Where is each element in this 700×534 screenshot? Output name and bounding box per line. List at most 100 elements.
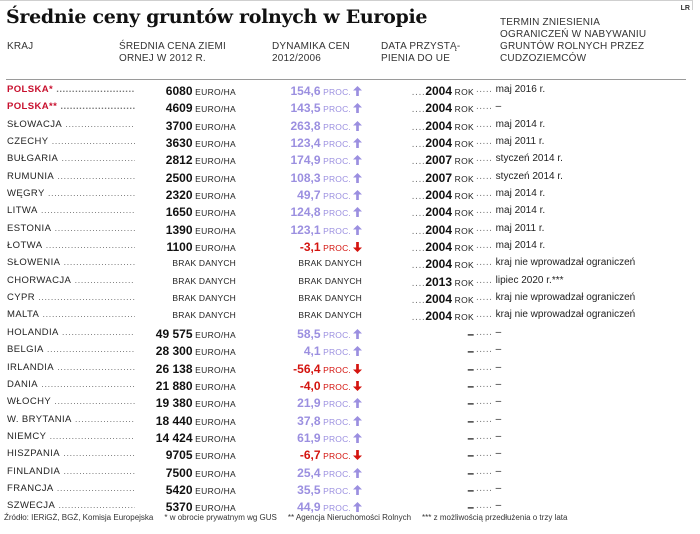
table-row: W. BRYTANIA ............................… <box>0 413 700 430</box>
term-value: maj 2014 r. <box>495 205 546 217</box>
accession-year: 2004 <box>425 222 453 237</box>
table-row: CHORWACJA ..............................… <box>0 274 700 291</box>
dynamics-no-data: BRAK DANYCH <box>298 275 362 286</box>
dynamics-unit: PROC. <box>320 329 351 340</box>
price-value: 1650 <box>165 205 193 220</box>
header-divider <box>6 79 686 80</box>
term-cell: ..... – <box>476 414 690 425</box>
country-cell: FRANCJA ................................… <box>7 483 135 494</box>
price-cell: 2812 EURO/HA <box>118 153 236 167</box>
country-name: RUMUNIA <box>7 170 55 182</box>
price-value: 4609 <box>165 101 193 116</box>
term-cell: ..... maj 2014 r. <box>476 188 690 199</box>
term-cell: ..... kraj nie wprowadzał ograniczeń <box>476 257 690 268</box>
leader-dots: .... <box>411 172 426 185</box>
price-value: 3630 <box>165 136 193 151</box>
arrow-down-icon <box>353 450 362 461</box>
accession-cell: ....2004 ROK <box>370 119 474 133</box>
price-cell: 14 424 EURO/HA <box>118 431 236 445</box>
leader-dots: ..... <box>476 274 496 286</box>
price-cell: 9705 EURO/HA <box>118 448 236 462</box>
term-value: maj 2014 r. <box>495 240 546 252</box>
accession-cell: – <box>370 466 474 480</box>
leader-dots: .... <box>411 276 426 289</box>
price-value: 2320 <box>165 188 193 203</box>
table-row: WĘGRY ..................................… <box>0 187 700 204</box>
footer-note: *** z możliwością przedłużenia o trzy la… <box>422 513 568 522</box>
price-value: 2812 <box>165 153 193 168</box>
dynamics-unit: PROC. <box>320 503 351 514</box>
accession-unit: ROK <box>452 312 474 323</box>
accession-unit: ROK <box>452 295 474 306</box>
term-cell: ..... – <box>476 448 690 459</box>
term-cell: ..... – <box>476 362 690 373</box>
leader-dots: ..... <box>476 205 496 217</box>
country-cell: ESTONIA ................................… <box>7 223 135 234</box>
dynamics-cell: 35,5 PROC. <box>238 483 362 497</box>
price-cell: 5370 EURO/HA <box>118 500 236 514</box>
accession-none: – <box>467 430 474 445</box>
price-unit: EURO/HA <box>192 243 236 254</box>
accession-cell: – <box>370 414 474 428</box>
leader-dots: ..... <box>476 448 496 460</box>
term-cell: ..... styczeń 2014 r. <box>476 153 690 164</box>
country-name: CYPR <box>7 292 35 304</box>
dynamics-unit: PROC. <box>320 416 351 427</box>
dynamics-unit: PROC. <box>320 433 351 444</box>
term-value: – <box>495 378 502 390</box>
arrow-up-icon <box>353 155 362 166</box>
price-unit: EURO/HA <box>192 104 236 115</box>
term-value: – <box>495 465 502 477</box>
term-value: – <box>495 482 502 494</box>
header-date-line2: PIENIA DO UE <box>381 53 451 64</box>
dynamics-value: 37,8 <box>297 413 321 428</box>
leader-dots: .... <box>411 86 426 98</box>
leader-dots: ........................................ <box>45 240 135 252</box>
accession-unit: ROK <box>452 243 474 254</box>
accession-year: 2004 <box>425 240 453 255</box>
price-unit: EURO/HA <box>192 399 236 410</box>
country-name: FRANCJA <box>7 482 54 494</box>
country-name: W. BRYTANIA <box>7 413 72 425</box>
header-term-line3: GRUNTÓW ROLNYCH PRZEZ <box>500 41 645 52</box>
accession-unit: ROK <box>452 260 474 271</box>
price-value: 9705 <box>165 448 193 463</box>
country-cell: BELGIA .................................… <box>7 344 135 355</box>
term-cell: ..... – <box>476 344 690 355</box>
accession-unit: ROK <box>452 191 474 202</box>
dynamics-cell: BRAK DANYCH <box>238 292 362 304</box>
accession-year: 2004 <box>425 309 453 324</box>
country-cell: DANIA ..................................… <box>7 379 135 390</box>
leader-dots: ........................................ <box>58 500 135 512</box>
arrow-up-icon <box>353 172 362 183</box>
term-value: maj 2014 r. <box>495 118 546 130</box>
dynamics-value: -56,4 <box>293 361 321 376</box>
country-name: MALTA <box>7 309 40 321</box>
dynamics-cell: 37,8 PROC. <box>238 414 362 428</box>
term-cell: ..... maj 2011 r. <box>476 223 690 234</box>
country-name: IRLANDIA <box>7 361 55 373</box>
country-cell: W. BRYTANIA ............................… <box>7 414 135 425</box>
price-unit: EURO/HA <box>192 364 236 375</box>
dynamics-value: 35,5 <box>297 482 321 497</box>
leader-dots: ..... <box>476 344 496 356</box>
accession-cell: ....2004 ROK <box>370 223 474 237</box>
page-title: Średnie ceny gruntów rolnych w Europie <box>6 6 428 28</box>
price-cell: 1650 EURO/HA <box>118 205 236 219</box>
price-value: 26 138 <box>155 361 193 376</box>
term-value: styczeń 2014 r. <box>495 153 563 165</box>
dynamics-cell: 108,3 PROC. <box>238 171 362 185</box>
country-cell: HISZPANIA ..............................… <box>7 448 135 459</box>
header-price-line2: ORNEJ W 2012 R. <box>119 53 206 64</box>
dynamics-cell: 154,6 PROC. <box>238 84 362 98</box>
accession-cell: – <box>370 379 474 393</box>
leader-dots: ..... <box>476 482 496 494</box>
header-price: ŚREDNIA CENA ZIEMI ORNEJ W 2012 R. <box>119 41 226 65</box>
dynamics-unit: PROC. <box>320 191 351 202</box>
table-row: CYPR ...................................… <box>0 291 700 308</box>
leader-dots: ........................................ <box>60 101 135 113</box>
price-unit: EURO/HA <box>192 87 236 97</box>
dynamics-value: 123,1 <box>290 222 321 237</box>
price-cell: 19 380 EURO/HA <box>118 396 236 410</box>
leader-dots: ..... <box>476 257 496 269</box>
